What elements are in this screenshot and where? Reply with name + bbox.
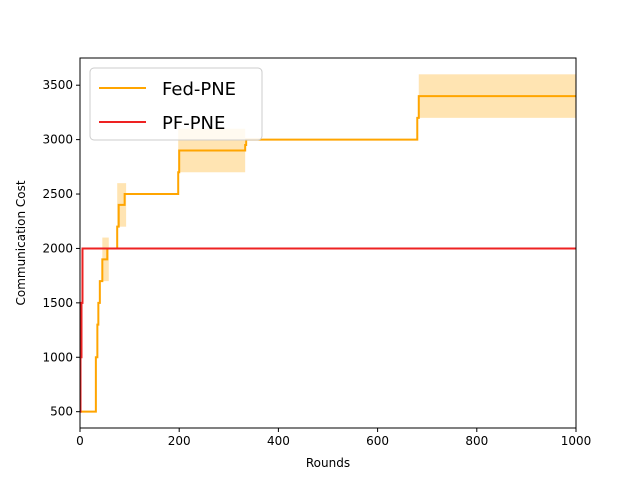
legend-label-pf-pne: PF-PNE bbox=[162, 113, 225, 134]
y-tick-label: 500 bbox=[50, 405, 73, 419]
x-axis-title: Rounds bbox=[306, 456, 350, 470]
series-line-pf-pne bbox=[79, 247, 576, 413]
y-tick-label: 1500 bbox=[42, 296, 73, 310]
y-tick-label: 3000 bbox=[42, 133, 73, 147]
plot-frame bbox=[79, 57, 577, 429]
x-tick-label: 200 bbox=[168, 434, 191, 448]
x-tick-label: 800 bbox=[465, 434, 488, 448]
x-axis: 0 200 400 600 800 1000 bbox=[76, 428, 591, 448]
x-tick-label: 400 bbox=[267, 434, 290, 448]
y-tick-label: 2500 bbox=[42, 187, 73, 201]
legend: Fed-PNE PF-PNE bbox=[89, 67, 263, 141]
legend-label-fed-pne: Fed-PNE bbox=[162, 79, 236, 100]
series-line-fed-pne bbox=[80, 95, 576, 413]
x-tick-label: 1000 bbox=[561, 434, 592, 448]
y-axis: 500 1000 1500 2000 2500 3000 3500 bbox=[42, 78, 80, 419]
y-axis-title: Communication Cost bbox=[14, 180, 28, 305]
series-lines bbox=[79, 95, 576, 413]
x-tick-label: 0 bbox=[76, 434, 84, 448]
y-tick-label: 1000 bbox=[42, 350, 73, 364]
y-tick-label: 3500 bbox=[42, 78, 73, 92]
y-tick-label: 2000 bbox=[42, 241, 73, 255]
x-tick-label: 600 bbox=[366, 434, 389, 448]
